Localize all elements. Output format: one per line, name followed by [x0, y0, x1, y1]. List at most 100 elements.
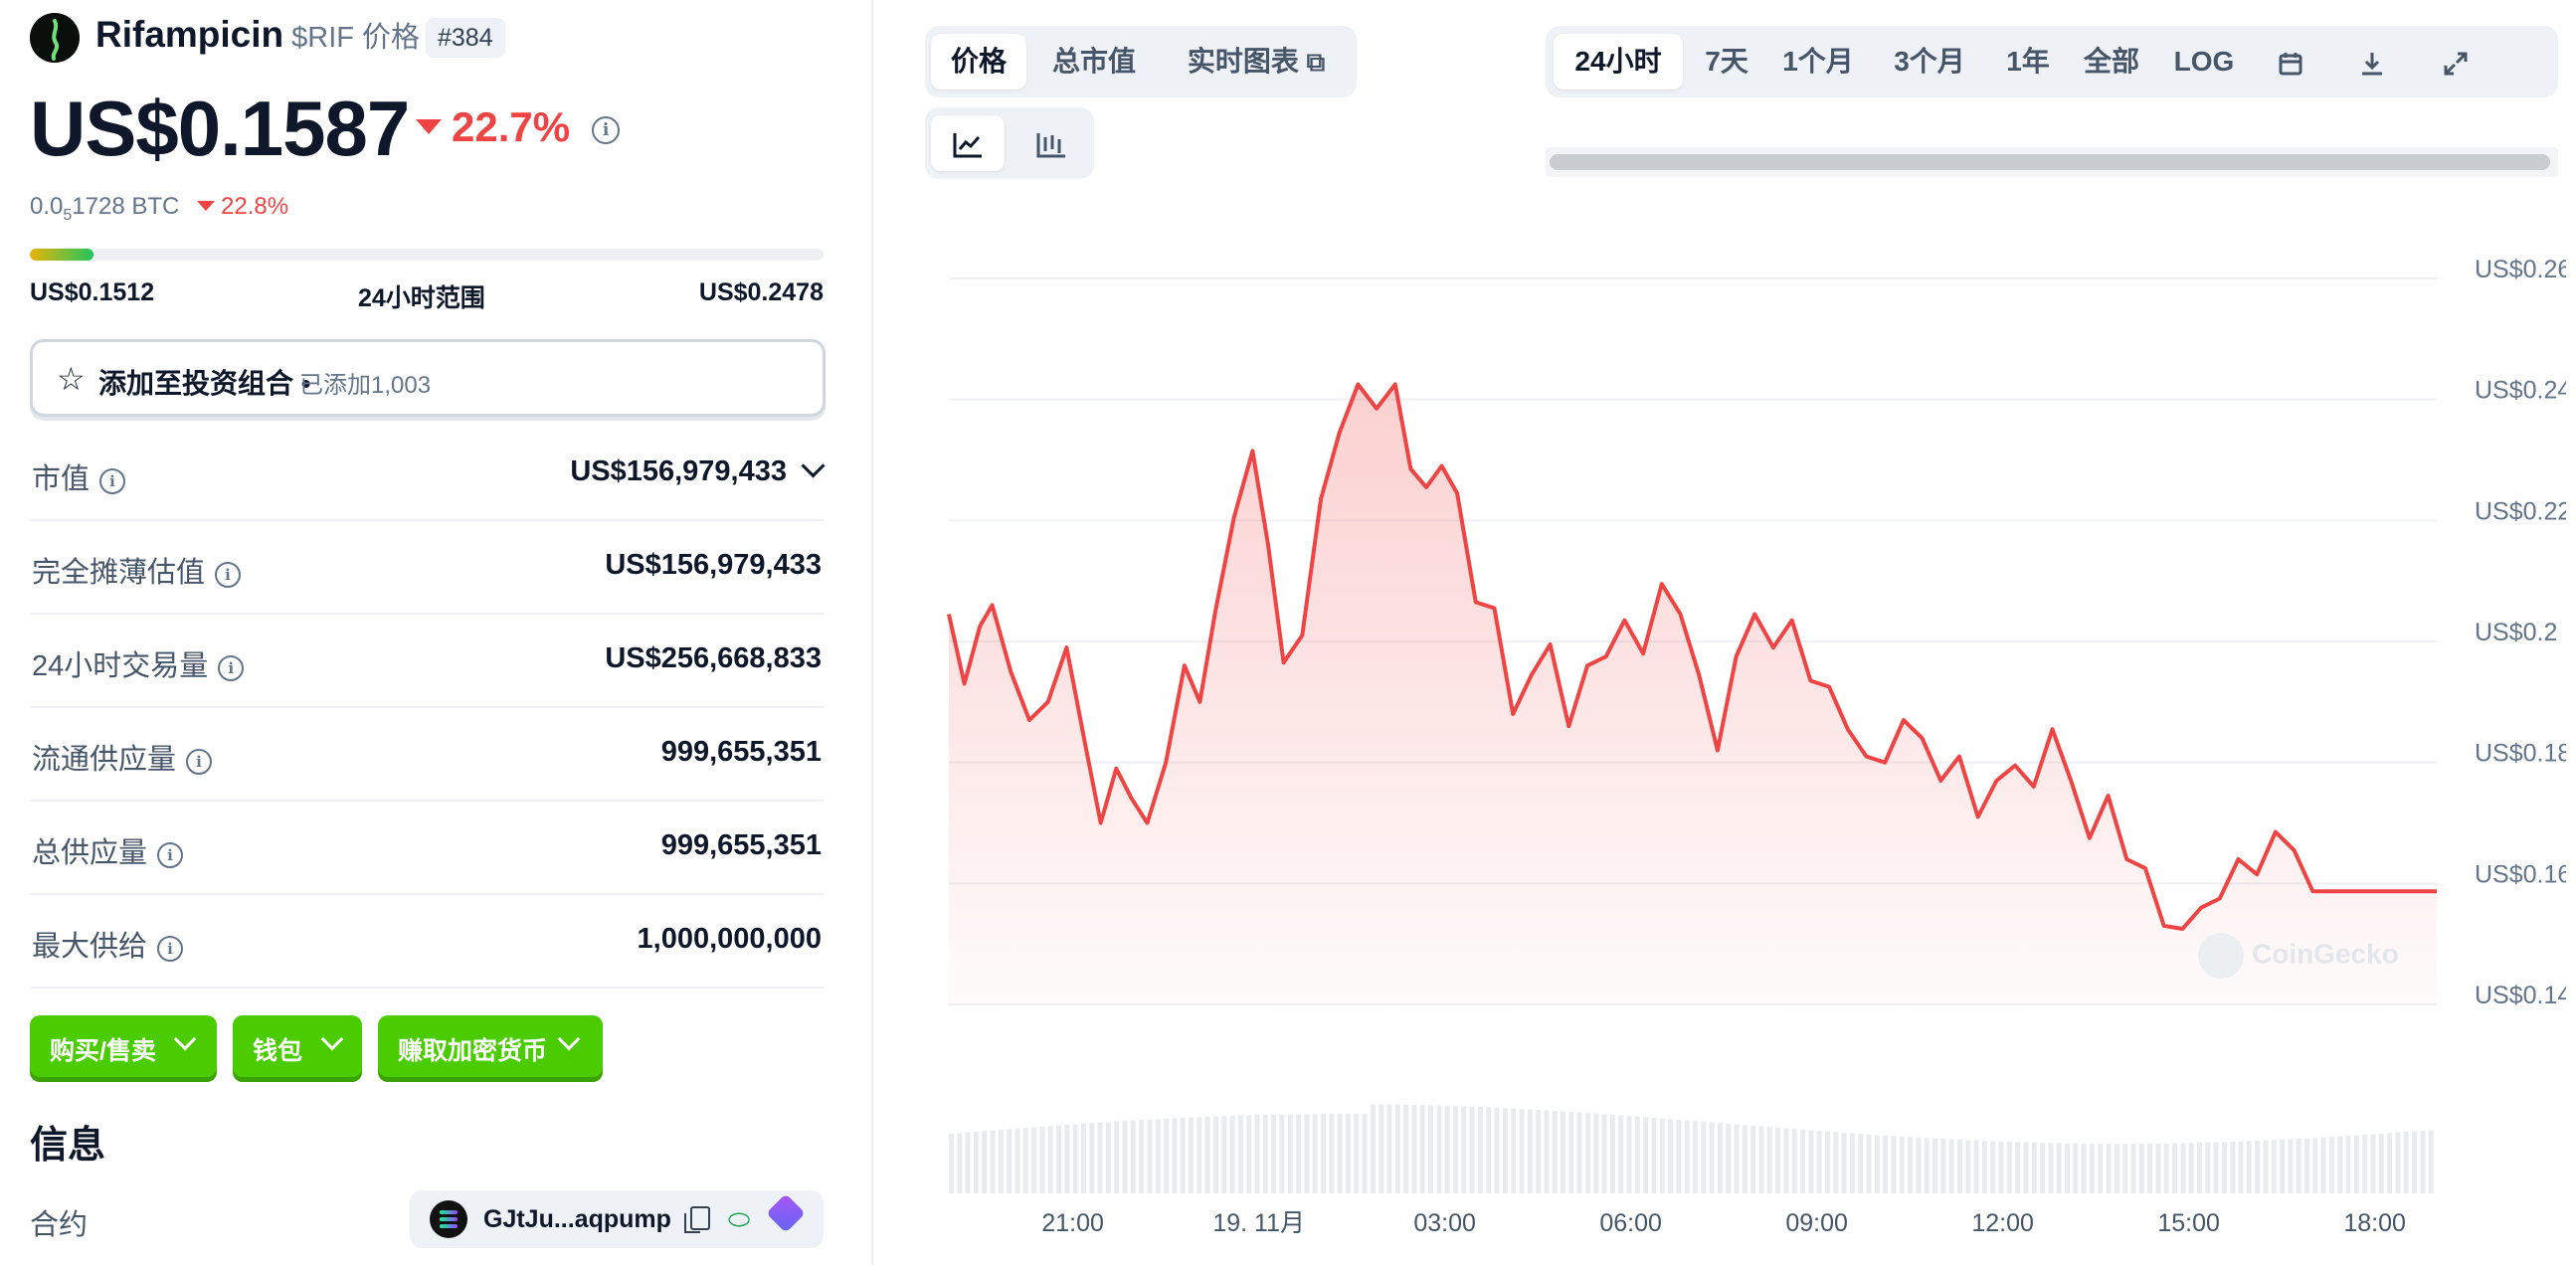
wallet-extension-icon[interactable]: [766, 1193, 806, 1233]
copy-icon[interactable]: [684, 1206, 710, 1233]
stat-value: US$156,979,433: [605, 549, 822, 581]
fullscreen-icon[interactable]: [2421, 34, 2490, 90]
volume-bar: [1758, 1126, 1764, 1193]
volume-bar: [1007, 1129, 1012, 1193]
volume-bar: [1204, 1116, 1210, 1193]
chart-scrollbar[interactable]: [1550, 154, 2550, 170]
volume-bar: [1766, 1127, 1772, 1193]
add-to-portfolio-button[interactable]: ☆ 添加至投资组合 • 已添加1,003: [30, 339, 826, 417]
candlestick-chart-icon[interactable]: [1014, 115, 1088, 171]
stat-row-max-supply: 最大供给 i 1,000,000,000: [30, 893, 824, 989]
volume-bar: [2246, 1141, 2252, 1193]
earn-crypto-button[interactable]: 赚取加密货币: [378, 1015, 603, 1077]
rank-badge: #384: [426, 18, 505, 58]
volume-bar: [2255, 1141, 2261, 1193]
volume-bar: [1453, 1106, 1458, 1193]
volume-bar: [1998, 1141, 2004, 1193]
volume-bar: [1519, 1109, 1525, 1193]
y-axis-tick-label: US$0.24: [2475, 377, 2566, 405]
range-label: 24小时范围: [358, 284, 485, 312]
volume-bar: [1841, 1132, 1847, 1193]
btc-change-value: 22.8%: [221, 193, 289, 220]
tab-price[interactable]: 价格: [931, 34, 1026, 90]
info-icon[interactable]: i: [215, 562, 242, 588]
wallet-button[interactable]: 钱包: [233, 1015, 362, 1077]
volume-bar: [2056, 1143, 2062, 1193]
tab-7d[interactable]: 7天: [1705, 46, 1748, 77]
volume-bar: [2403, 1132, 2409, 1193]
price-chart[interactable]: US$0.26 US$0.24 US$0.22 US$0.2 US$0.18 US$0.1…: [935, 259, 2566, 1243]
info-icon[interactable]: i: [592, 116, 621, 144]
volume-bar: [2155, 1143, 2161, 1193]
y-axis-tick-label: US$0.2: [2475, 619, 2557, 646]
chevron-down-icon: [320, 1027, 344, 1051]
x-axis-tick-label: 21:00: [1041, 1209, 1104, 1237]
line-chart-icon[interactable]: [931, 115, 1005, 171]
volume-bar: [965, 1132, 971, 1193]
info-icon[interactable]: i: [99, 468, 126, 494]
tab-market-cap[interactable]: 总市值: [1051, 46, 1136, 77]
calendar-icon[interactable]: [2258, 34, 2323, 90]
range-high: US$0.2478: [698, 278, 824, 306]
volume-bar: [1411, 1104, 1417, 1193]
volume-bar: [1544, 1110, 1550, 1193]
info-icon[interactable]: i: [186, 749, 213, 775]
stat-label: 总供应量 i: [32, 829, 184, 871]
volume-bar: [1973, 1140, 1979, 1193]
explorer-link-icon[interactable]: ⬭: [728, 1204, 751, 1234]
volume-bar: [1585, 1113, 1590, 1193]
tab-1y[interactable]: 1年: [2006, 46, 2050, 77]
volume-bar: [2428, 1130, 2434, 1193]
volume-bar: [1237, 1115, 1243, 1193]
solana-icon: [430, 1200, 467, 1238]
tab-log[interactable]: LOG: [2173, 46, 2235, 77]
buy-sell-button[interactable]: 购买/售卖: [30, 1015, 217, 1077]
tab-24h[interactable]: 24小时: [1554, 34, 1683, 90]
volume-bar: [2205, 1142, 2211, 1193]
volume-bar: [2296, 1139, 2301, 1193]
stat-row-market-cap[interactable]: 市值 i US$156,979,433: [30, 426, 826, 521]
stat-label-text: 最大供给: [32, 931, 148, 963]
volume-bar: [1783, 1128, 1789, 1193]
volume-bar: [1056, 1125, 1061, 1193]
volume-bar: [2172, 1143, 2177, 1193]
price-line: [947, 382, 2437, 931]
portfolio-count: 已添加1,003: [299, 372, 432, 399]
portfolio-label: 添加至投资组合 •: [98, 362, 311, 402]
panel-divider: [871, 0, 873, 1265]
volume-bar: [1948, 1139, 1954, 1193]
stat-row-volume: 24小时交易量 i US$256,668,833: [30, 613, 824, 708]
tab-live-chart[interactable]: 实时图表 ⧉: [1160, 34, 1353, 90]
chevron-down-icon[interactable]: [801, 453, 826, 478]
volume-bar: [1668, 1119, 1674, 1193]
volume-bar: [1064, 1125, 1070, 1193]
info-icon[interactable]: i: [157, 936, 184, 962]
tab-all[interactable]: 全部: [2083, 46, 2139, 77]
info-icon[interactable]: i: [218, 655, 245, 681]
volume-bar: [1568, 1112, 1574, 1193]
volume-bar: [2147, 1143, 2153, 1193]
x-axis-tick-label: 06:00: [1599, 1209, 1662, 1237]
stat-value-text: US$156,979,433: [570, 455, 787, 487]
volume-bar: [1329, 1114, 1335, 1193]
info-icon[interactable]: i: [157, 842, 184, 868]
volume-bar: [2015, 1142, 2021, 1193]
tab-3m[interactable]: 3个月: [1894, 46, 1965, 77]
volume-bar: [2345, 1136, 2351, 1193]
volume-bar: [2106, 1144, 2112, 1193]
volume-bar: [1659, 1118, 1665, 1193]
volume-bar: [1072, 1124, 1078, 1193]
volume-bar: [2238, 1141, 2244, 1193]
tab-live-chart-label: 实时图表: [1187, 46, 1299, 77]
y-axis-tick-label: US$0.26: [2475, 259, 2566, 283]
volume-bar: [2362, 1135, 2368, 1193]
download-icon[interactable]: [2337, 34, 2407, 90]
volume-bar: [1254, 1115, 1260, 1193]
volume-bar: [1436, 1105, 1442, 1193]
volume-bar: [1180, 1117, 1186, 1193]
current-price: US$0.1587: [30, 85, 410, 172]
volume-bar: [1536, 1110, 1542, 1193]
tab-1m[interactable]: 1个月: [1782, 46, 1854, 77]
volume-bar: [2163, 1143, 2169, 1193]
volume-bar: [1849, 1133, 1855, 1193]
